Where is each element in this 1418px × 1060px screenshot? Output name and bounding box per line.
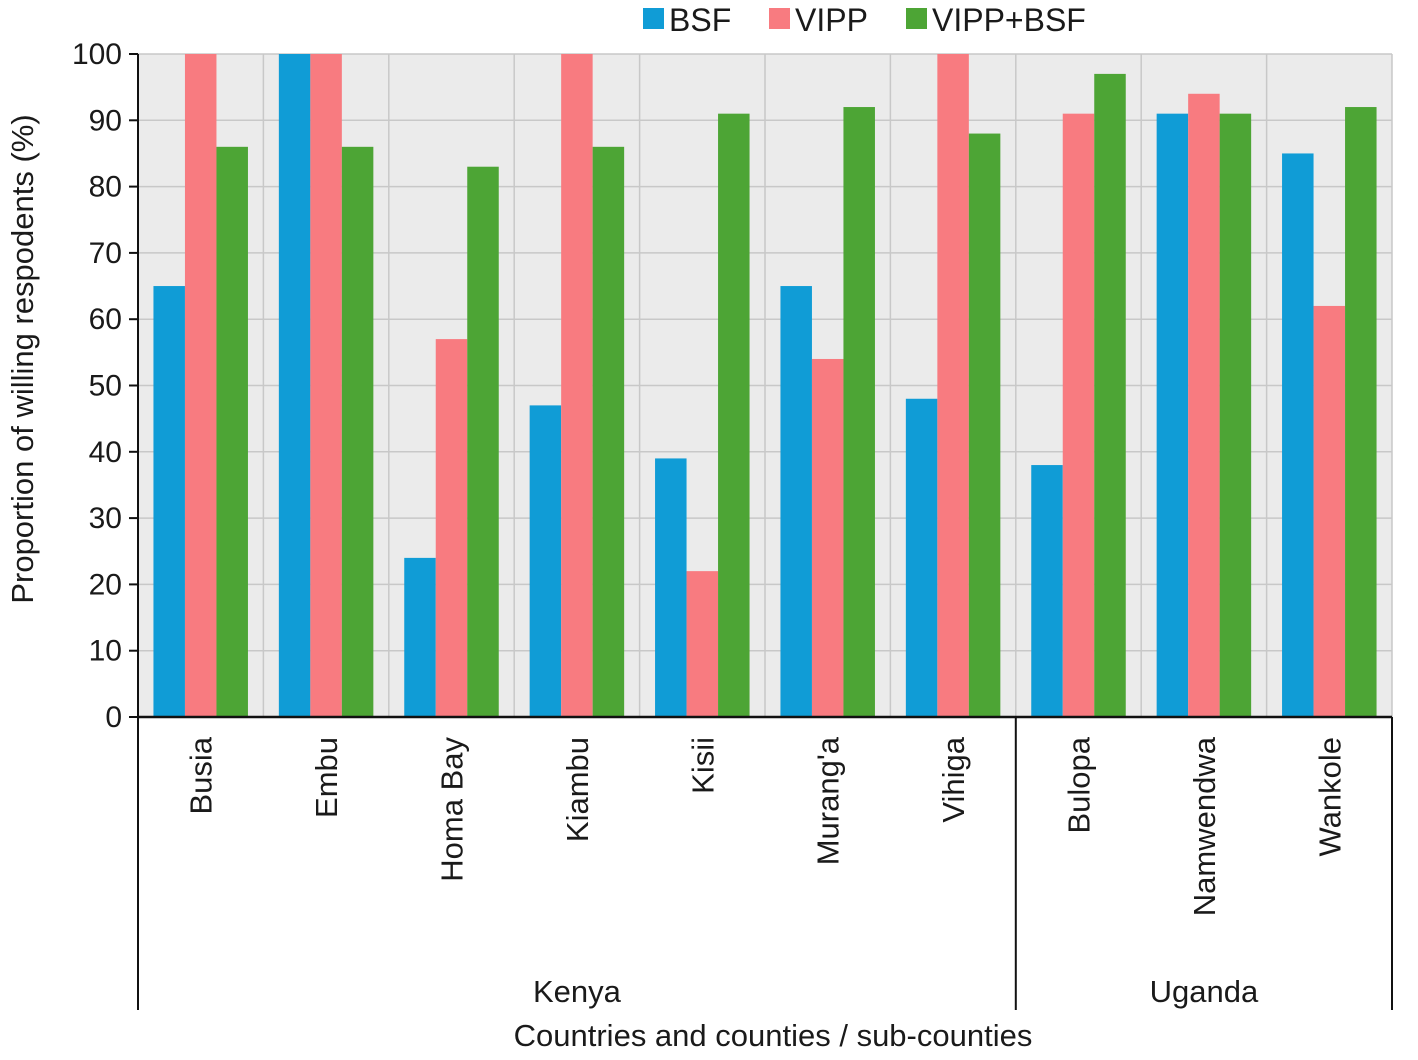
category-label: Embu (309, 737, 344, 818)
category-label: Wankole (1312, 737, 1347, 856)
bar-bsf-murang-a (780, 286, 812, 717)
bar-vipp-bsf-murang-a (843, 107, 875, 718)
bar-bsf-bulopa (1031, 465, 1063, 717)
category-label: Kiambu (560, 737, 595, 842)
legend-label-bsf: BSF (669, 2, 731, 38)
group-label: Kenya (533, 974, 622, 1009)
legend-label-vipp-bsf: VIPP+BSF (932, 2, 1086, 38)
y-tick-label: 30 (89, 502, 122, 535)
bar-vipp-bsf-embu (341, 146, 374, 717)
bar-vipp-bsf-kisii (718, 113, 750, 718)
legend-swatch-vipp (769, 8, 790, 29)
bar-bsf-namwendwa (1156, 113, 1189, 718)
bars (153, 54, 1377, 718)
bar-vipp-bsf-vihiga (968, 133, 1001, 717)
category-label: Bulopa (1062, 736, 1097, 833)
bar-vipp-kisii (686, 571, 719, 717)
bar-bsf-kisii (655, 458, 687, 717)
bar-bsf-wankole (1282, 153, 1314, 717)
y-tick-label: 10 (89, 635, 122, 668)
bar-bsf-homa-bay (404, 557, 436, 717)
category-label: Vihiga (936, 736, 971, 822)
bar-bsf-kiambu (529, 405, 562, 717)
legend-swatch-vipp-bsf (906, 8, 927, 29)
bar-vipp-busia (184, 54, 217, 717)
bar-vipp-bsf-busia (216, 146, 248, 717)
bar-bsf-vihiga (905, 398, 938, 717)
bar-vipp-embu (310, 54, 342, 717)
y-tick-label: 80 (89, 171, 122, 204)
bar-vipp-vihiga (937, 54, 969, 717)
y-tick-label: 100 (72, 38, 122, 71)
bar-vipp-wankole (1313, 305, 1346, 717)
category-labels: Busia Embu Homa Bay Kiambu Kisii Murang'a Vihi… (184, 736, 1348, 916)
group-labels: Kenya Uganda (533, 717, 1259, 1010)
legend-swatch-bsf (643, 8, 664, 29)
axes (137, 54, 1393, 1010)
category-label: Murang'a (811, 736, 846, 865)
bar-bsf-busia (153, 286, 185, 717)
y-tick-label: 70 (89, 237, 122, 270)
category-label: Namwendwa (1187, 736, 1222, 916)
bar-vipp-bsf-namwendwa (1219, 113, 1252, 718)
bar-vipp-bsf-wankole (1345, 107, 1377, 718)
bar-vipp-bulopa (1062, 113, 1095, 718)
category-label: Kisii (685, 737, 720, 794)
legend-label-vipp: VIPP (795, 2, 868, 38)
y-tick-label: 0 (105, 701, 122, 734)
bar-vipp-bsf-bulopa (1094, 73, 1126, 717)
y-axis-title: Proportion of willing respodents (%) (5, 114, 40, 603)
y-tick-label: 40 (89, 436, 122, 469)
bar-vipp-namwendwa (1188, 93, 1220, 717)
x-axis-title: Countries and counties / sub-counties (514, 1018, 1033, 1053)
legend: BSF VIPP VIPP+BSF (643, 2, 1086, 38)
y-tick-label: 20 (89, 568, 122, 601)
group-label: Uganda (1150, 974, 1259, 1009)
y-tick-labels: 0 10 20 30 40 50 60 70 80 90 100 (72, 38, 138, 734)
bar-bsf-embu (278, 54, 311, 717)
y-tick-label: 60 (89, 303, 122, 336)
bar-vipp-bsf-kiambu (592, 146, 625, 717)
y-tick-label: 50 (89, 370, 122, 403)
y-tick-label: 90 (89, 104, 122, 137)
category-label: Busia (184, 736, 219, 814)
bar-vipp-murang-a (811, 358, 844, 717)
category-label: Homa Bay (435, 737, 470, 882)
bar-vipp-homa-bay (435, 339, 468, 717)
bar-vipp-bsf-homa-bay (467, 166, 499, 717)
bar-vipp-kiambu (561, 54, 593, 717)
